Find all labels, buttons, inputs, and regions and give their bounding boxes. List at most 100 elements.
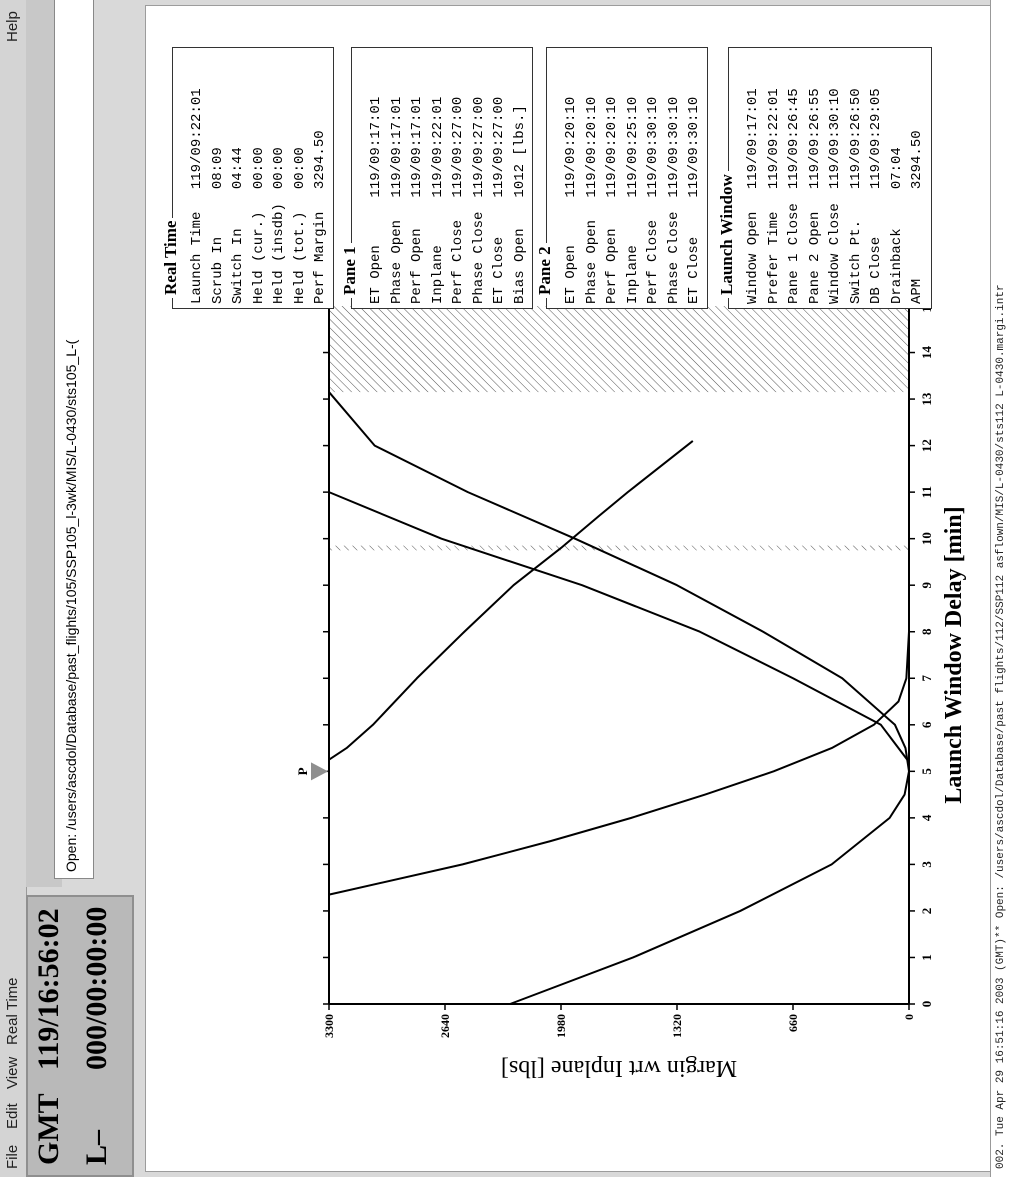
- y-tick-label: 0: [902, 1014, 916, 1020]
- status-bar: 002. Tue Apr 29 16:51:16 2003 (GMT)** Op…: [990, 0, 1013, 1177]
- hatched-region: [329, 306, 909, 393]
- clock-display: GMT 119/16:56:02 L– 000/00:00:00: [26, 895, 134, 1177]
- rt-key: Scrub In: [209, 236, 226, 304]
- plot-panel: 0123456789101112131415066013201980264033…: [145, 5, 1007, 1172]
- rt-key: Perf Margin: [312, 211, 328, 304]
- x-tick-label: 2: [919, 908, 934, 915]
- lw-key: Window Close: [827, 203, 843, 304]
- panel-pane-2-title: Pane 2: [535, 243, 555, 298]
- l-label: L–: [80, 1129, 113, 1165]
- p1-value: 119/09:27:00: [470, 96, 487, 198]
- rt-key: Launch Time: [189, 211, 205, 304]
- x-tick-label: 14: [919, 346, 934, 360]
- lw-key: Pane 2 Open: [806, 211, 823, 304]
- series-line: [328, 391, 910, 1005]
- p2-key: Perf Close: [645, 219, 661, 304]
- panel-pane-2-table: ET Open 119/09:20:10 Phase Open 119/09:20:…: [561, 93, 705, 304]
- menu-file[interactable]: File: [4, 1144, 21, 1169]
- p1-value: 119/09:22:01: [429, 96, 446, 198]
- rt-value: 04:44: [230, 147, 246, 190]
- menu-help[interactable]: Help: [4, 11, 21, 42]
- lw-value: 119/09:22:01: [765, 88, 782, 190]
- rt-value: 3294.50: [312, 130, 328, 190]
- status-text: 002. Tue Apr 29 16:51:16 2003 (GMT)** Op…: [995, 284, 1007, 1169]
- p1-value: 119/09:17:01: [388, 96, 405, 198]
- series-line: [328, 440, 694, 761]
- gmt-label: GMT: [32, 1093, 65, 1165]
- p2-value: 119/09:30:10: [665, 96, 682, 198]
- y-tick-label: 1980: [554, 1014, 568, 1038]
- lw-value: 119/09:30:10: [827, 88, 843, 190]
- p1-value: 119/09:27:00: [491, 96, 507, 198]
- p2-key: ET Close: [686, 236, 702, 304]
- y-tick-label: 1320: [670, 1014, 684, 1038]
- p1-key: ET Close: [491, 236, 507, 304]
- rt-key: Held (insdb): [271, 203, 287, 304]
- p1-key: Perf Open: [409, 228, 425, 304]
- panel-real-time: Real Time Launch Time 119/09:22:01 Scrub …: [161, 47, 334, 309]
- p2-value: 119/09:20:10: [604, 96, 620, 198]
- y-tick-label: 2640: [438, 1014, 452, 1038]
- x-tick-label: 4: [919, 814, 934, 821]
- rt-key: Switch In: [230, 228, 246, 304]
- y-tick-label: 3300: [322, 1014, 336, 1038]
- panel-real-time-title: Real Time: [161, 217, 181, 298]
- p1-key: Bias Open: [511, 228, 528, 304]
- lw-key: APM: [909, 278, 925, 304]
- panel-launch-window-table: Window Open 119/09:17:01 Prefer Time 119/0…: [743, 84, 928, 304]
- lw-key: Drainback: [888, 228, 905, 304]
- menu-real-time[interactable]: Real Time: [4, 977, 21, 1045]
- lw-value: 07:04: [888, 147, 905, 190]
- panel-pane-1: Pane 1 ET Open 119/09:17:01 Phase Open 119…: [340, 47, 533, 309]
- lw-key: Pane 1 Close: [786, 203, 802, 304]
- p2-value: 119/09:30:10: [686, 96, 702, 198]
- lw-value: 119/09:17:01: [745, 88, 761, 190]
- lw-value: 119/09:26:55: [806, 88, 823, 190]
- p2-key: ET Open: [563, 245, 579, 304]
- lw-value: 3294.50: [909, 130, 925, 190]
- lw-value: 119/09:26:50: [847, 88, 864, 190]
- lw-key: Switch Pt.: [847, 219, 864, 304]
- p-marker: [311, 762, 328, 781]
- series-line: [328, 608, 910, 896]
- p2-key: Phase Open: [583, 219, 600, 304]
- rt-key: Held (cur.): [250, 211, 267, 304]
- open-file-path[interactable]: Open: /users/ascdol/Database/past_flight…: [54, 0, 94, 879]
- lw-value: 119/09:26:45: [786, 88, 802, 190]
- x-tick-label: 10: [919, 532, 934, 545]
- gmt-value: 119/16:56:02: [32, 908, 65, 1070]
- x-tick-label: 7: [919, 675, 934, 682]
- p-marker-label: P: [295, 767, 310, 775]
- menu-bar: File Edit View Real Time Help: [0, 0, 27, 1177]
- p1-key: ET Open: [368, 245, 384, 304]
- rt-value: 00:00: [291, 147, 308, 190]
- series-line: [328, 431, 910, 763]
- x-tick-label: 9: [919, 581, 934, 588]
- p2-key: Phase Close: [665, 211, 682, 304]
- x-tick-label: 1: [919, 954, 934, 961]
- margin-chart: 0123456789101112131415066013201980264033…: [295, 299, 967, 1081]
- lw-value: 119/09:29:05: [868, 88, 884, 190]
- p1-key: Phase Close: [470, 211, 487, 304]
- x-tick-label: 12: [919, 439, 934, 452]
- p1-value: 119/09:17:01: [368, 96, 384, 198]
- x-tick-label: 13: [919, 392, 934, 406]
- x-tick-label: 8: [919, 628, 934, 635]
- menu-edit[interactable]: Edit: [4, 1103, 21, 1129]
- x-axis-label: Launch Window Delay [min]: [941, 506, 967, 803]
- p2-value: 119/09:25:10: [624, 96, 641, 198]
- rt-value: 00:00: [271, 147, 287, 190]
- menu-view[interactable]: View: [4, 1056, 21, 1089]
- p2-value: 119/09:20:10: [563, 96, 579, 198]
- panel-pane-2: Pane 2 ET Open 119/09:20:10 Phase Open 119…: [535, 47, 708, 309]
- lw-key: Window Open: [745, 211, 761, 304]
- p2-value: 119/09:30:10: [645, 96, 661, 198]
- x-tick-label: 3: [919, 861, 934, 868]
- x-tick-label: 0: [919, 1001, 934, 1008]
- p1-key: Phase Open: [388, 219, 405, 304]
- panel-launch-window: Launch Window Window Open 119/09:17:01 Pr…: [717, 47, 932, 309]
- panel-pane-1-title: Pane 1: [340, 243, 360, 298]
- rt-value: 00:00: [250, 147, 267, 190]
- y-axis-label: Margin wrt Inplane [lbs]: [501, 1055, 737, 1081]
- panel-real-time-table: Launch Time 119/09:22:01 Scrub In 08:09 Sw…: [187, 84, 331, 304]
